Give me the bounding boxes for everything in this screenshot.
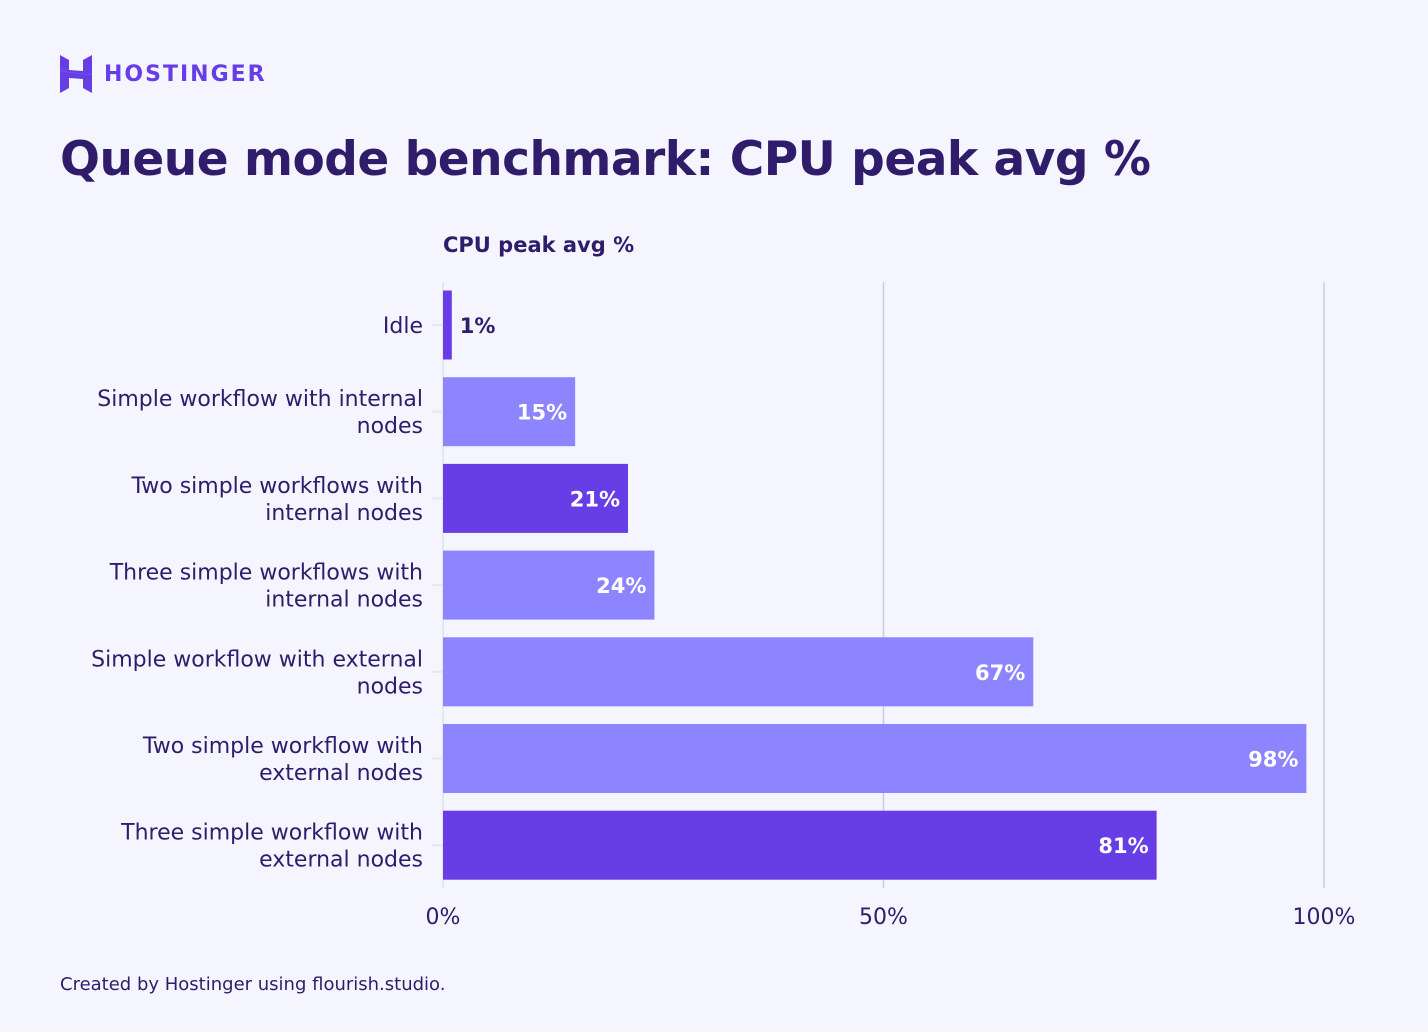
category-label: Simple workflow with external (91, 647, 423, 672)
bar (443, 463, 629, 533)
category-label: Two simple workflows with (130, 474, 423, 499)
bar (443, 550, 655, 620)
data-label: 98% (1248, 748, 1298, 772)
category-label: external nodes (259, 761, 423, 786)
brand-name: HOSTINGER (104, 61, 267, 87)
x-tick-label: 50% (859, 905, 908, 930)
category-label: Three simple workflows with (109, 561, 423, 586)
data-label: 81% (1098, 834, 1148, 858)
bar (443, 377, 576, 447)
category-label: Two simple workflow with (142, 734, 423, 759)
category-label: nodes (357, 674, 423, 699)
hostinger-logo: HOSTINGER (60, 55, 267, 93)
bar (443, 724, 1307, 793)
bar (443, 637, 1034, 707)
category-label: nodes (357, 414, 423, 439)
page-title: Queue mode benchmark: CPU peak avg % (60, 132, 1151, 187)
category-label: internal nodes (265, 588, 423, 613)
category-label: Simple workflow with internal (97, 387, 423, 412)
axis-title: CPU peak avg % (443, 233, 635, 257)
x-tick-label: 100% (1293, 905, 1356, 930)
category-label: Three simple workflow with (120, 821, 423, 846)
category-label: Idle (383, 314, 423, 339)
data-label: 24% (596, 574, 646, 598)
bar (443, 810, 1157, 880)
data-label: 21% (570, 487, 620, 511)
hostinger-h-icon (60, 55, 92, 93)
x-tick-label: 0% (426, 905, 461, 930)
data-label: 67% (975, 661, 1025, 685)
data-label: 1% (460, 314, 496, 338)
category-label: external nodes (259, 848, 423, 873)
footer-credit: Created by Hostinger using flourish.stud… (60, 974, 446, 995)
bar (443, 290, 452, 360)
category-label: internal nodes (265, 501, 423, 526)
data-label: 15% (517, 401, 567, 425)
